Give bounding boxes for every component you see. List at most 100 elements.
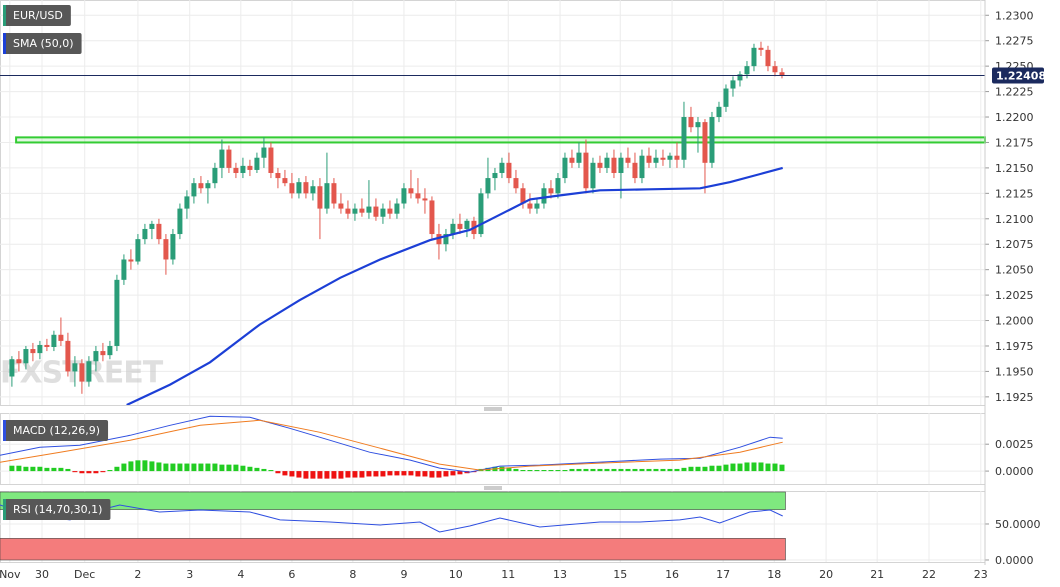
candle-body [576, 152, 582, 163]
candle-body [611, 157, 617, 173]
histogram-bar [282, 471, 288, 476]
histogram-bar [191, 463, 197, 472]
histogram-bar [121, 463, 127, 472]
histogram-bar [331, 471, 337, 479]
candle-body [702, 122, 708, 163]
candle-body [639, 155, 645, 179]
x-tick-label: 13 [553, 568, 567, 581]
x-tick-label: 2 [134, 568, 141, 581]
legend-box [3, 33, 82, 54]
x-tick-label: 15 [613, 568, 627, 581]
candle-body [72, 363, 78, 372]
histogram-bar [296, 471, 302, 478]
histogram-bar [702, 466, 708, 472]
rsi-band [0, 538, 786, 561]
candle-body [366, 206, 372, 213]
histogram-bar [569, 468, 575, 472]
histogram-bar [163, 463, 169, 472]
candle-body [583, 152, 589, 189]
histogram-bar [373, 471, 379, 477]
histogram-bar [695, 466, 701, 472]
histogram-bar [324, 471, 330, 479]
x-tick-label: Nov [0, 568, 21, 581]
histogram-bar [758, 462, 764, 472]
candle-body [128, 259, 134, 262]
candle-body [51, 334, 57, 347]
candle-body [443, 234, 449, 245]
candle-body [380, 208, 386, 217]
histogram-bar [429, 471, 435, 478]
histogram-bar [387, 471, 393, 476]
legend-label: EUR/USD [13, 9, 63, 22]
histogram-bar [51, 467, 57, 472]
x-tick-label: Dec [74, 568, 95, 581]
histogram-bar [128, 461, 134, 472]
histogram-bar [156, 462, 162, 472]
histogram-bar [268, 470, 274, 472]
panel-handle[interactable] [484, 407, 502, 490]
rsi-line [0, 504, 783, 533]
candle-body [177, 208, 183, 235]
candle-body [653, 157, 659, 163]
y-tick-label: 1.1975 [995, 340, 1034, 353]
x-tick-label: 3 [186, 568, 193, 581]
histogram-bar [275, 471, 281, 474]
histogram-bar [660, 468, 666, 472]
histogram-bar [499, 466, 505, 472]
histogram-bar [240, 465, 246, 472]
candle-body [555, 178, 561, 194]
candle-body [205, 183, 211, 189]
candle-body [261, 147, 267, 158]
histogram-bar [513, 468, 519, 472]
histogram-bar [506, 467, 512, 472]
last-price-box [992, 67, 1044, 84]
candle-body [191, 183, 197, 197]
histogram-bar [114, 466, 120, 472]
rsi-band [0, 491, 786, 510]
histogram-bar [394, 471, 400, 476]
histogram-bar [527, 470, 533, 472]
histogram-bar [709, 465, 715, 472]
histogram-bar [58, 467, 64, 472]
histogram-bar [44, 467, 50, 472]
y-tick-label: 0.0025 [995, 438, 1034, 451]
histogram-bar [366, 471, 372, 477]
histogram-bar [520, 470, 526, 472]
candle-body [30, 349, 36, 354]
candle-body [359, 208, 365, 213]
histogram-bar [632, 468, 638, 472]
histogram-bar [590, 468, 596, 472]
histogram-bar [107, 470, 113, 472]
histogram-bar [415, 471, 421, 477]
y-tick-label: 1.2025 [995, 289, 1034, 302]
candle-body [107, 345, 113, 356]
y-tick-label: 50.0000 [995, 518, 1041, 531]
histogram-bar [100, 471, 106, 473]
histogram-bar [317, 471, 323, 479]
candle-body [310, 186, 316, 194]
x-tick-label: 16 [665, 568, 679, 581]
histogram-bar [681, 467, 687, 472]
candle-body [457, 223, 463, 229]
y-tick-label: 1.2100 [995, 213, 1034, 226]
candle-body [646, 155, 652, 163]
candle-body [163, 239, 169, 260]
histogram-bar [205, 463, 211, 472]
histogram-bar [226, 464, 232, 472]
y-tick-label: 1.2225 [995, 86, 1034, 99]
y-tick-label: 1.2275 [995, 35, 1034, 48]
histogram-bar [65, 468, 71, 472]
candle-body [114, 279, 120, 346]
y-tick-label: 1.2300 [995, 9, 1034, 22]
y-tick-label: 1.2050 [995, 264, 1034, 277]
candle-body [429, 200, 435, 235]
candle-body [93, 351, 99, 362]
candle-body [709, 117, 715, 163]
histogram-bar [639, 468, 645, 472]
candle-body [548, 188, 554, 194]
candle-body [142, 228, 148, 240]
x-tick-label: 9 [400, 568, 407, 581]
histogram-bar [562, 470, 568, 472]
candle-body [751, 47, 757, 67]
histogram-bar [233, 464, 239, 472]
